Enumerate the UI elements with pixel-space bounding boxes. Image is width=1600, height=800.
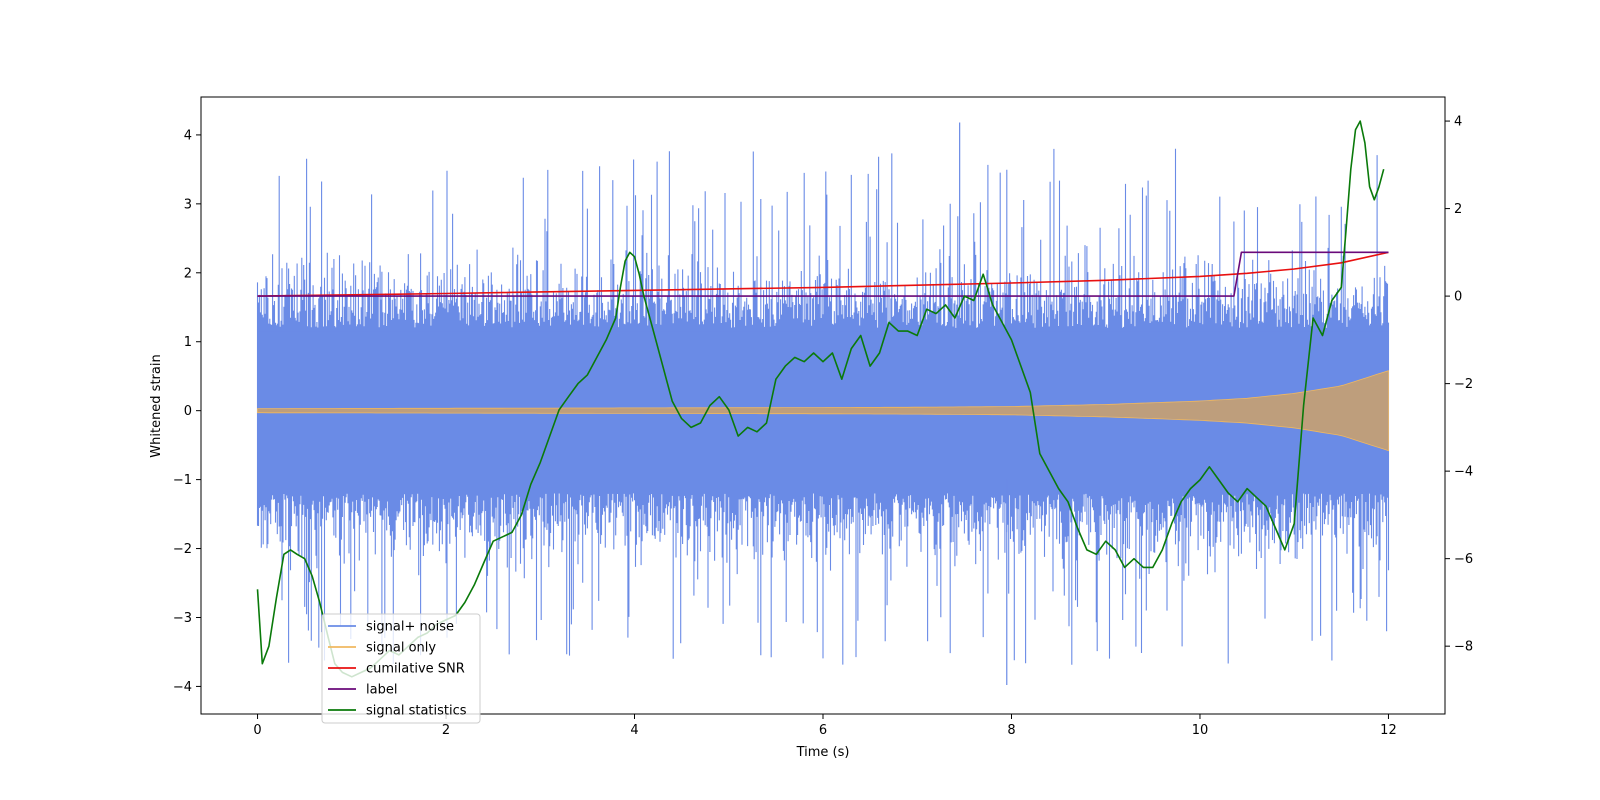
plot-area [256,120,1390,686]
y-right-tick-label: 4 [1454,115,1462,130]
y-left-tick-label: −4 [173,680,192,695]
cumulative-snr-line [257,251,1389,297]
legend-label: cumilative SNR [366,662,465,677]
y-left-tick-label: 1 [184,335,192,350]
legend-label: label [366,683,397,698]
x-tick-label: 6 [819,723,827,738]
legend-box [321,613,481,724]
cumulative-snr-series [257,251,1389,297]
x-tick-label: 2 [442,723,450,738]
x-axis: 0 2 4 6 8 10 12 [253,714,1397,738]
x-tick-label: 0 [253,723,261,738]
y-axis-right: −8 −6 −4 −2 0 2 4 [1445,115,1473,655]
x-tick-label: 4 [630,723,638,738]
legend: signal+ noise signal only cumilative SNR la… [321,613,481,724]
y-axis-label: Whitened strain [149,354,164,457]
x-axis-label: Time (s) [796,745,850,760]
x-tick-label: 12 [1380,723,1397,738]
legend-label: signal+ noise [366,620,454,635]
y-left-tick-label: 4 [184,128,192,143]
y-left-tick-label: 0 [184,404,192,419]
x-tick-label: 8 [1007,723,1015,738]
y-right-tick-label: 0 [1454,290,1462,305]
signal-only-line [257,370,1389,452]
x-tick-label: 10 [1192,723,1209,738]
y-right-tick-label: −6 [1454,552,1473,567]
y-right-tick-label: −4 [1454,465,1473,480]
y-right-tick-label: −2 [1454,377,1473,392]
y-left-tick-label: −3 [173,611,192,626]
signal-only-series [257,370,1389,452]
y-left-tick-label: −2 [173,542,192,557]
y-axis-left: −4 −3 −2 −1 0 1 2 3 4 [173,128,201,695]
legend-label: signal statistics [366,704,467,719]
y-right-tick-label: −8 [1454,640,1473,655]
y-left-tick-label: 3 [184,197,192,212]
y-left-tick-label: −1 [173,473,192,488]
y-left-tick-label: 2 [184,266,192,281]
label-line [257,251,1389,297]
y-right-tick-label: 2 [1454,202,1462,217]
legend-label: signal only [366,641,436,656]
label-series [257,251,1389,297]
